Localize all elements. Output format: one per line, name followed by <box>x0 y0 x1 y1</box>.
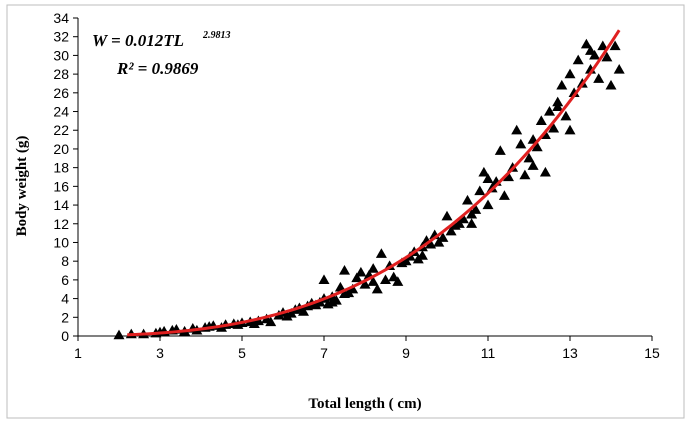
y-tick-label: 8 <box>61 253 69 269</box>
data-point-marker <box>334 281 346 292</box>
data-point-marker <box>609 40 621 51</box>
data-point-marker <box>437 232 449 242</box>
data-point-marker <box>544 106 555 116</box>
data-point-marker <box>535 115 547 126</box>
y-tick-label: 28 <box>53 66 69 82</box>
data-point-marker <box>359 279 371 289</box>
data-point-marker <box>470 204 482 214</box>
y-tick-label: 2 <box>61 309 69 325</box>
data-point-marker <box>113 329 125 340</box>
data-point-marker <box>515 138 527 149</box>
data-point-marker <box>523 152 535 163</box>
data-point-marker <box>441 210 453 221</box>
y-tick-label: 26 <box>53 85 69 101</box>
data-point-marker <box>367 276 379 286</box>
x-ticks: 1 3 5 7 9 11 13 15 <box>74 336 660 361</box>
y-tick-label: 10 <box>53 234 69 250</box>
data-point-marker <box>318 274 330 285</box>
data-point-marker <box>585 45 596 55</box>
x-tick-label: 11 <box>481 345 496 361</box>
data-point-marker <box>539 166 551 177</box>
data-point-marker <box>494 145 506 155</box>
y-tick-label: 34 <box>53 10 69 26</box>
data-point-marker <box>478 166 490 177</box>
fit-curve <box>127 29 621 337</box>
x-tick-label: 9 <box>402 345 410 361</box>
data-point-marker <box>593 73 605 83</box>
data-point-marker <box>560 110 572 121</box>
y-tick-label: 14 <box>53 197 69 213</box>
data-point-marker <box>531 141 543 152</box>
data-point-marker <box>298 306 309 316</box>
x-tick-label: 1 <box>74 345 82 361</box>
x-tick-label: 15 <box>644 345 660 361</box>
y-tick-label: 24 <box>53 104 69 120</box>
y-tick-label: 0 <box>61 328 69 344</box>
data-point-marker <box>519 169 531 180</box>
data-point-marker <box>371 283 383 294</box>
r-squared-label: R² = 0.9869 <box>116 59 199 78</box>
data-point-marker <box>498 190 510 200</box>
data-point-marker <box>380 274 391 285</box>
equation-exponent: 2.9813 <box>202 30 231 41</box>
x-axis-title: Total length ( cm) <box>308 396 421 412</box>
data-point-marker <box>445 225 457 236</box>
y-tick-label: 22 <box>53 122 69 138</box>
y-tick-label: 30 <box>53 47 69 63</box>
data-point-marker <box>425 238 437 249</box>
x-tick-label: 5 <box>238 345 246 361</box>
y-tick-label: 6 <box>61 272 69 288</box>
data-point-marker <box>375 248 387 258</box>
data-point-marker <box>482 173 494 183</box>
data-point-marker <box>527 160 539 170</box>
data-point-marker <box>457 213 469 224</box>
data-point-marker <box>466 218 478 228</box>
data-point-marker <box>511 124 523 135</box>
data-point-marker <box>474 185 486 196</box>
data-point-marker <box>613 63 625 74</box>
data-point-marker <box>392 276 404 286</box>
data-point-marker <box>326 296 338 307</box>
axes: 1 3 5 7 9 11 13 15 0246810121416182022242628303… <box>53 10 660 361</box>
y-tick-label: 20 <box>53 141 69 157</box>
data-point-marker <box>416 250 428 260</box>
y-tick-label: 32 <box>53 29 69 45</box>
y-axis-title: Body weight (g) <box>14 136 30 237</box>
x-tick-label: 7 <box>320 345 328 361</box>
data-point-marker <box>462 194 473 205</box>
x-tick-label: 13 <box>562 345 578 361</box>
data-point-marker <box>548 122 560 133</box>
data-point-marker <box>503 171 514 182</box>
data-point-marker <box>564 124 576 135</box>
data-point-marker <box>556 79 568 90</box>
data-point-marker <box>552 101 564 111</box>
data-point-marker <box>572 54 584 65</box>
y-tick-label: 4 <box>61 291 69 307</box>
data-point-marker <box>265 316 277 327</box>
data-point-marker <box>568 87 580 97</box>
data-point-marker <box>355 266 367 277</box>
data-point-marker <box>601 51 613 62</box>
data-point-marker <box>339 265 350 275</box>
y-tick-label: 18 <box>53 160 69 176</box>
data-point-marker <box>580 38 592 49</box>
data-point-marker <box>351 272 363 283</box>
equation-annotation: W = 0.012TL 2.9813 R² = 0.9869 <box>92 30 231 78</box>
data-point-marker <box>347 283 359 294</box>
data-point-marker <box>367 263 379 273</box>
equation-main: W = 0.012TL <box>92 31 184 50</box>
y-tick-label: 12 <box>53 216 69 232</box>
chart-border <box>6 4 685 419</box>
data-point-marker <box>564 68 576 79</box>
data-point-marker <box>482 199 494 210</box>
data-point-marker <box>605 79 617 90</box>
x-tick-label: 3 <box>156 345 164 361</box>
data-point-marker <box>597 40 609 51</box>
y-tick-label: 16 <box>53 178 69 194</box>
